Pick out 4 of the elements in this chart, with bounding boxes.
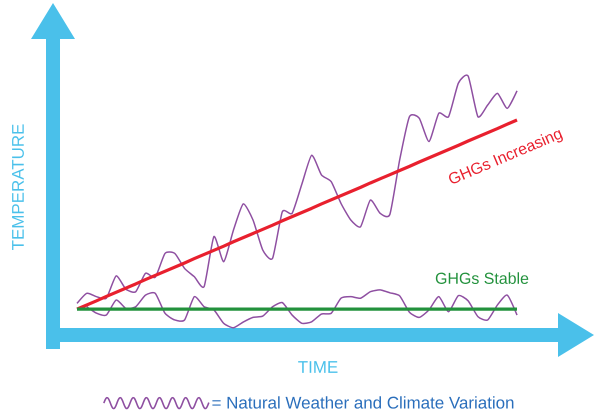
- annotation: GHGs Stable: [436, 272, 528, 284]
- y-axis-title: TEMPERATURE: [12, 124, 24, 250]
- x-axis-title: TIME: [298, 361, 338, 373]
- text: = Natural Weather and Climate Variation: [212, 396, 514, 409]
